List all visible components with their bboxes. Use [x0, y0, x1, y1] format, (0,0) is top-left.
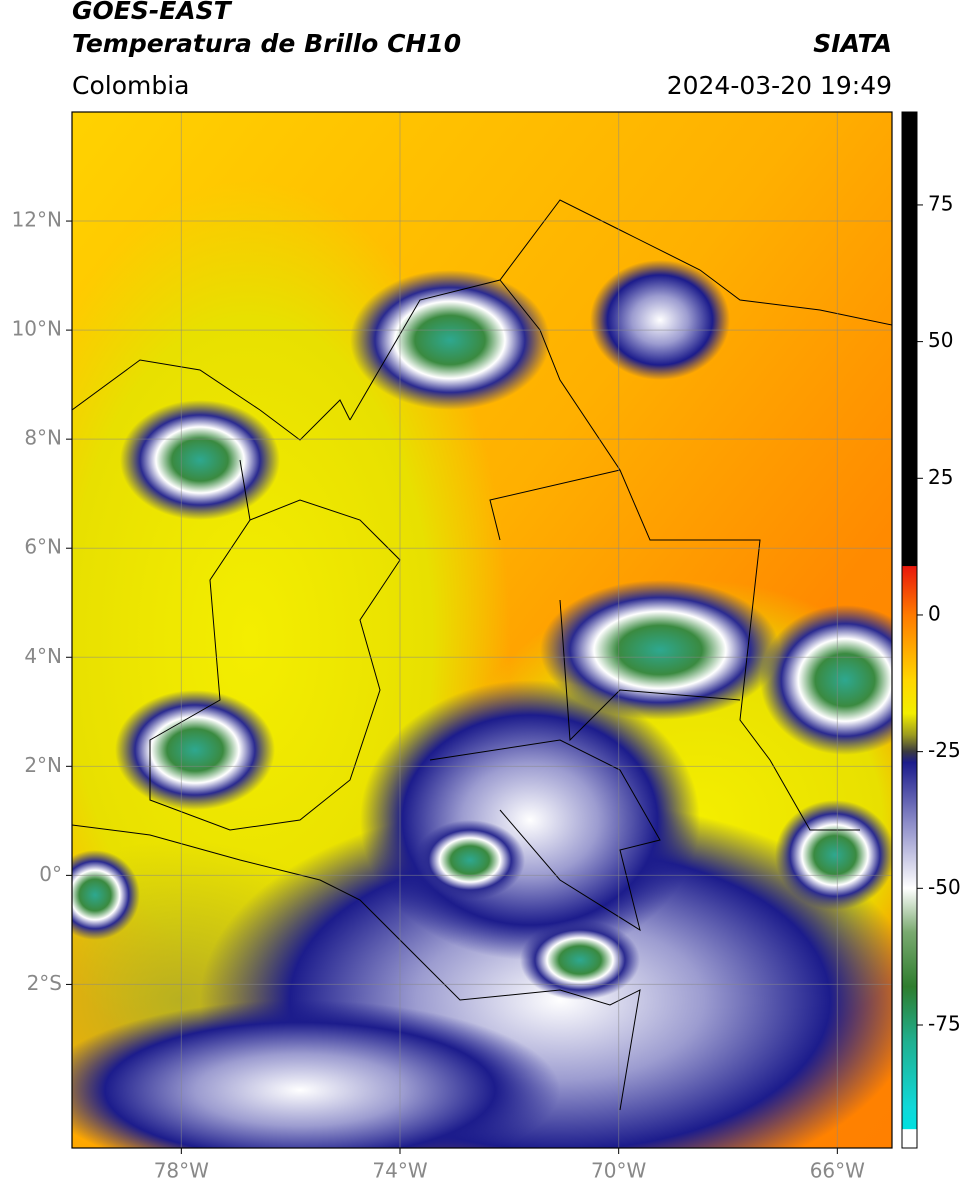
- colorbar: [901, 111, 918, 1149]
- y-tick-label: 8°N: [24, 426, 62, 450]
- colorbar-tick-label: 25: [928, 465, 953, 489]
- datetime: 2024-03-20 19:49: [667, 71, 892, 100]
- x-tick-label: 66°W: [810, 1159, 865, 1183]
- x-tick-label: 78°W: [154, 1159, 209, 1183]
- colorbar-tick-label: -50: [928, 875, 961, 899]
- y-tick-label: 6°N: [24, 535, 62, 559]
- colorbar-tick-label: 50: [928, 328, 953, 352]
- x-tick-label: 74°W: [372, 1159, 427, 1183]
- colorbar-tick-label: -25: [928, 738, 961, 762]
- region: Colombia: [72, 71, 189, 100]
- satellite-image: [72, 112, 892, 1148]
- map-frame: [71, 111, 893, 1149]
- colorbar-tick-label: 75: [928, 191, 953, 215]
- x-tick-label: 70°W: [591, 1159, 646, 1183]
- y-tick-label: 4°N: [24, 644, 62, 668]
- y-tick-label: 2°S: [27, 971, 62, 995]
- colorbar-tick-label: -75: [928, 1011, 961, 1035]
- y-tick-label: 2°N: [24, 753, 62, 777]
- borders: [72, 199, 892, 1111]
- y-tick-label: 12°N: [12, 208, 62, 232]
- source: SIATA: [813, 29, 892, 58]
- subtitle: Temperatura de Brillo CH10: [72, 29, 461, 58]
- y-tick-label: 10°N: [12, 317, 62, 341]
- colorbar-tick-label: 0: [928, 601, 941, 625]
- title: GOES-EAST: [72, 0, 233, 25]
- y-tick-label: 0°: [39, 862, 62, 886]
